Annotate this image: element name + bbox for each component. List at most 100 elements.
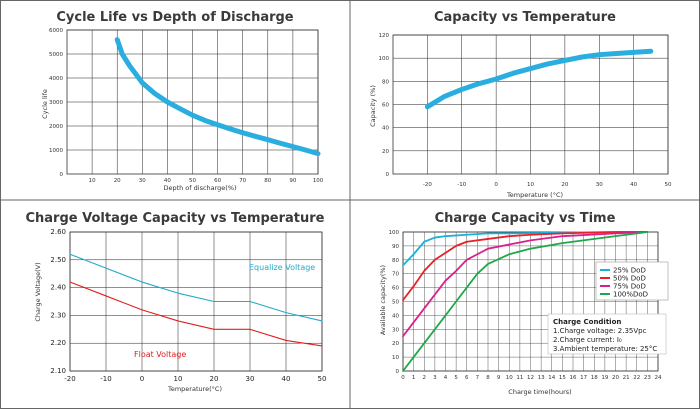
x-tick-label: 12 xyxy=(527,375,534,381)
x-tick-label: 6 xyxy=(465,375,469,381)
x-tick-label: 14 xyxy=(548,375,555,381)
x-tick-label: 23 xyxy=(644,375,651,381)
x-tick-label: 70 xyxy=(239,178,246,184)
y-tick-label: 3000 xyxy=(49,100,63,106)
x-tick-label: 0 xyxy=(401,375,405,381)
xlabel-cycle-life: Depth of discharge(%) xyxy=(163,184,236,192)
chart-charge-voltage: -20 -10 0 10 20 30 40 50 2.10 2.20 2.30 2.40 2.50 2.6… xyxy=(50,228,326,383)
y-tick-label: 30 xyxy=(392,327,399,333)
x-tick-label: 15 xyxy=(559,375,566,381)
y-tick-label: 90 xyxy=(392,244,399,250)
series-line-1 xyxy=(69,281,323,347)
x-tick-label: 13 xyxy=(538,375,545,381)
y-tick-label: 2.30 xyxy=(50,311,66,319)
plot-frame xyxy=(69,231,323,372)
chart-cycle-life: 10 20 30 40 50 60 70 80 90 100 1000 2000 3000 4000 500… xyxy=(49,28,324,184)
y-tick-label: 20 xyxy=(382,149,389,155)
x-tick-label: 10 xyxy=(89,178,96,184)
x-tick-label: 5 xyxy=(454,375,458,381)
x-tick-label: 1 xyxy=(412,375,416,381)
x-tick-label: 40 xyxy=(164,178,171,184)
series-line-1 xyxy=(402,231,649,302)
x-tick-label: 3 xyxy=(433,375,437,381)
x-tick-label: 20 xyxy=(561,182,568,188)
y-tick-label: 0 xyxy=(396,369,400,375)
series-line-3 xyxy=(402,231,649,372)
series-line-0 xyxy=(424,48,654,110)
y-tick-label: 20 xyxy=(392,341,399,347)
title-charge-voltage: Charge Voltage Capacity vs Temperature xyxy=(25,211,324,226)
x-tick-label: 50 xyxy=(318,375,327,383)
series-line-0 xyxy=(114,37,321,157)
ylabel-charge-capacity: Available capacity(%) xyxy=(379,265,387,335)
x-tick-label: 50 xyxy=(665,182,672,188)
y-tick-label: 2.60 xyxy=(50,228,66,236)
y-tick-label: 2.50 xyxy=(50,256,66,264)
charge-condition-line-1: 1.Charge voltage: 2.35Vpc xyxy=(553,327,647,335)
x-tick-label: 10 xyxy=(527,182,534,188)
title-capacity-temp: Capacity vs Temperature xyxy=(434,10,616,25)
series-line-0 xyxy=(69,253,323,322)
x-tick-label: 100 xyxy=(313,178,324,184)
x-tick-label: 90 xyxy=(289,178,296,184)
x-tick-label: 0 xyxy=(494,182,498,188)
y-tick-label: 2.10 xyxy=(50,367,66,375)
x-tick-label: -10 xyxy=(100,375,111,383)
plot-frame xyxy=(392,34,669,175)
x-tick-label: 40 xyxy=(630,182,637,188)
legend-label-25: 25% DoD xyxy=(613,267,646,275)
x-tick-label: 4 xyxy=(444,375,448,381)
y-tick-label: 1000 xyxy=(49,148,63,154)
ylabel-cycle-life: Cycle life xyxy=(41,89,49,119)
legend-label-100: 100%DoD xyxy=(613,291,648,299)
y-tick-label: 70 xyxy=(392,272,399,278)
charge-condition-box: Charge Condition 1.Charge voltage: 2.35V… xyxy=(547,313,667,355)
x-tick-label: 9 xyxy=(497,375,501,381)
y-tick-label: 80 xyxy=(382,79,389,85)
x-tick-label: 17 xyxy=(580,375,587,381)
xlabel-charge-voltage: Temperature(°C) xyxy=(167,385,222,393)
x-tick-label: 19 xyxy=(601,375,608,381)
y-tick-label: 0 xyxy=(60,172,64,178)
y-tick-label: 80 xyxy=(392,258,399,264)
y-tick-label: 2000 xyxy=(49,124,63,130)
x-tick-label: 24 xyxy=(655,375,662,381)
y-tick-label: 4000 xyxy=(49,76,63,82)
title-cycle-life: Cycle Life vs Depth of Discharge xyxy=(56,10,293,25)
series-line-2 xyxy=(402,231,649,338)
x-tick-label: -20 xyxy=(423,182,432,188)
plot-frame xyxy=(66,29,319,175)
y-tick-label: 100 xyxy=(389,230,400,236)
charge-condition-line-3: 3.Ambient temperature: 25°C xyxy=(553,345,657,353)
x-tick-label: 50 xyxy=(189,178,196,184)
xlabel-charge-capacity: Charge time(hours) xyxy=(508,388,571,396)
x-tick-label: 0 xyxy=(140,375,144,383)
charge-condition-title: Charge Condition xyxy=(553,318,621,326)
x-tick-label: 10 xyxy=(506,375,513,381)
plot-frame xyxy=(402,231,659,372)
legend-label-50: 50% DoD xyxy=(613,275,646,283)
legend-charge-capacity: 25% DoD 50% DoD 75% DoD 100%DoD xyxy=(595,261,669,301)
y-tick-label: 40 xyxy=(382,126,389,132)
x-tick-label: -20 xyxy=(64,375,75,383)
x-tick-label: 22 xyxy=(633,375,640,381)
annotation-equalize-voltage: Equalize Voltage xyxy=(249,263,315,272)
y-tick-label: 10 xyxy=(392,355,399,361)
y-tick-label: 0 xyxy=(386,172,390,178)
x-tick-label: 40 xyxy=(282,375,291,383)
x-tick-label: 8 xyxy=(486,375,490,381)
charge-condition-line-2: 2.Charge current: I₀ xyxy=(553,336,622,344)
y-tick-label: 2.40 xyxy=(50,284,66,292)
x-tick-label: 21 xyxy=(623,375,630,381)
chart-capacity-temperature: -20 -10 0 10 20 30 40 50 20 40 60 80 100 120 0 xyxy=(379,33,672,188)
title-charge-capacity: Charge Capacity vs Time xyxy=(435,211,616,226)
x-tick-label: 30 xyxy=(246,375,255,383)
ylabel-charge-voltage: Charge Voltage(V) xyxy=(34,262,42,321)
x-tick-label: 16 xyxy=(570,375,577,381)
y-tick-label: 2.20 xyxy=(50,339,66,347)
x-tick-label: 18 xyxy=(591,375,598,381)
y-tick-label: 60 xyxy=(392,286,399,292)
x-tick-label: 11 xyxy=(516,375,523,381)
ylabel-capacity-temp: Capacity (%) xyxy=(369,85,377,127)
y-tick-label: 5000 xyxy=(49,52,63,58)
